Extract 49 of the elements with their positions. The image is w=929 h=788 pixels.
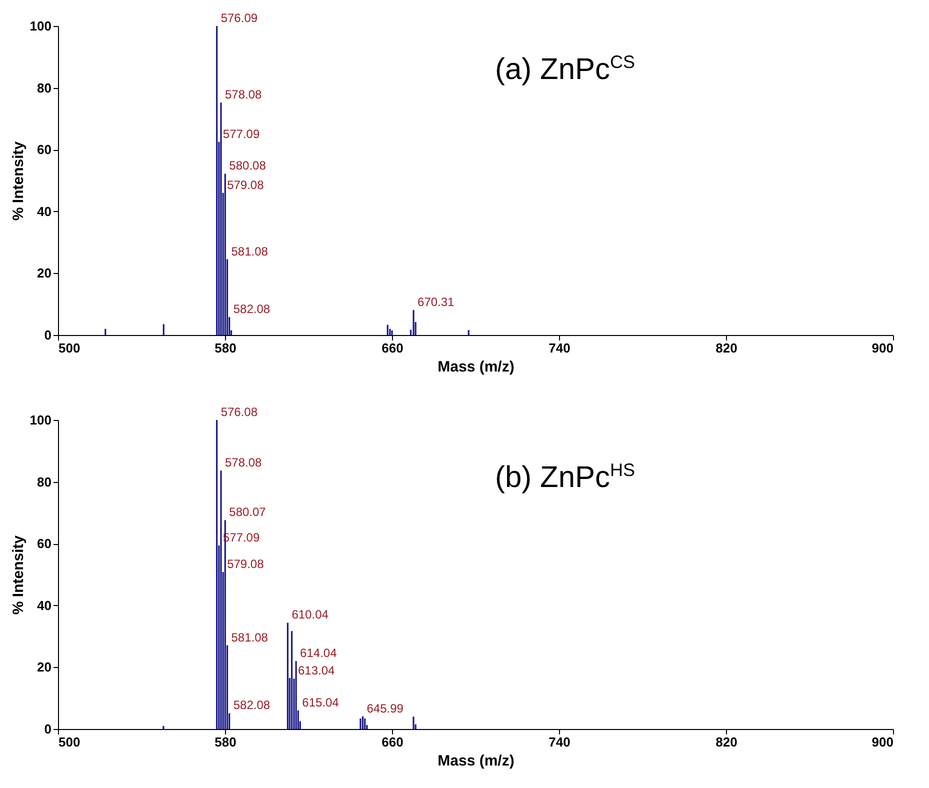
y-axis-title: % Intensity: [10, 534, 27, 615]
y-tick-label: 20: [37, 266, 52, 281]
x-tick-label: 660: [382, 340, 404, 356]
y-tick-label: 40: [37, 598, 52, 613]
text: 582.08: [233, 698, 270, 712]
x-tick-label: 740: [548, 340, 570, 356]
y-tick-label: 0: [44, 722, 52, 736]
y-tick-label: 60: [37, 142, 52, 158]
text: 645.99: [366, 701, 404, 716]
y-tick-label: 0: [44, 328, 52, 342]
text: (b) ZnPc$^{HS}$: [495, 460, 636, 495]
x-tick-label: 660: [382, 734, 404, 750]
text: 580.07: [229, 505, 266, 520]
y-tick-label: 80: [37, 80, 52, 96]
x-tick-label: 500: [58, 734, 80, 750]
text: 580.08: [229, 158, 266, 173]
y-tick-label: 80: [37, 474, 52, 490]
y-tick-label: 20: [37, 660, 52, 675]
y-tick-label: 100: [30, 412, 52, 428]
text: 578.08: [224, 88, 262, 102]
text: (a) ZnPc$^{CS}$: [495, 52, 636, 87]
y-tick-label: 100: [30, 18, 52, 34]
text: 613.04: [298, 664, 335, 678]
text: 581.08: [231, 630, 268, 644]
x-tick-label: 900: [872, 734, 894, 750]
text: 610.04: [292, 608, 328, 622]
x-axis-title: Mass (m/z): [438, 752, 514, 770]
x-tick-label: 580: [214, 340, 236, 356]
x-tick-label: 820: [716, 734, 738, 750]
y-tick-label: 40: [37, 204, 52, 219]
text: 615.04: [302, 695, 339, 710]
y-tick-label: 60: [37, 536, 52, 552]
text: 581.08: [231, 244, 268, 258]
text: 614.04: [300, 646, 337, 660]
text: 670.31: [418, 294, 454, 309]
text: 576.08: [220, 405, 258, 419]
x-tick-label: 580: [214, 734, 236, 750]
x-axis-title: Mass (m/z): [438, 358, 514, 376]
x-tick-label: 740: [548, 734, 570, 750]
y-axis-title: % Intensity: [10, 140, 27, 221]
x-tick-label: 500: [58, 340, 80, 356]
text: 578.08: [224, 456, 262, 470]
text: 577.09: [222, 126, 260, 141]
text: 576.09: [220, 11, 258, 25]
x-tick-label: 900: [872, 340, 894, 356]
text: 579.08: [227, 178, 264, 192]
text: 579.08: [227, 557, 264, 572]
text: 582.08: [233, 302, 270, 316]
x-tick-label: 820: [716, 340, 738, 356]
